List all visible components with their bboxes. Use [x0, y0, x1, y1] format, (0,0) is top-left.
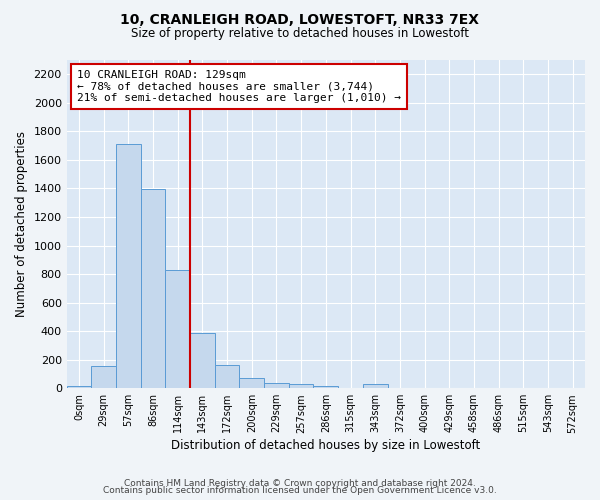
- Bar: [313, 386, 338, 388]
- Text: Size of property relative to detached houses in Lowestoft: Size of property relative to detached ho…: [131, 28, 469, 40]
- Bar: [239, 378, 264, 388]
- Bar: [116, 144, 141, 388]
- Text: Contains HM Land Registry data © Crown copyright and database right 2024.: Contains HM Land Registry data © Crown c…: [124, 478, 476, 488]
- Y-axis label: Number of detached properties: Number of detached properties: [15, 131, 28, 317]
- Bar: [215, 364, 239, 388]
- Bar: [363, 384, 388, 388]
- Bar: [141, 189, 166, 388]
- Text: 10 CRANLEIGH ROAD: 129sqm
← 78% of detached houses are smaller (3,744)
21% of se: 10 CRANLEIGH ROAD: 129sqm ← 78% of detac…: [77, 70, 401, 103]
- Bar: [166, 270, 190, 388]
- Bar: [91, 366, 116, 388]
- Bar: [289, 384, 313, 388]
- Text: 10, CRANLEIGH ROAD, LOWESTOFT, NR33 7EX: 10, CRANLEIGH ROAD, LOWESTOFT, NR33 7EX: [121, 12, 479, 26]
- Bar: [264, 383, 289, 388]
- Text: Contains public sector information licensed under the Open Government Licence v3: Contains public sector information licen…: [103, 486, 497, 495]
- Bar: [190, 334, 215, 388]
- Bar: [67, 386, 91, 388]
- X-axis label: Distribution of detached houses by size in Lowestoft: Distribution of detached houses by size …: [171, 440, 481, 452]
